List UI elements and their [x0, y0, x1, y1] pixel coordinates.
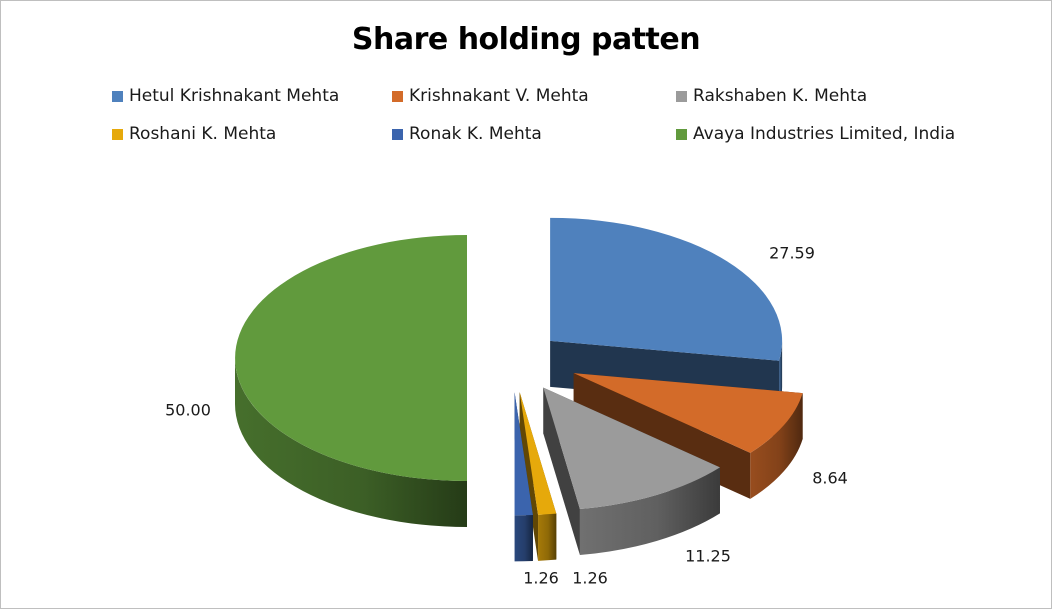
pie-slice	[235, 235, 467, 527]
slice-cut-face	[519, 392, 539, 561]
legend-swatch	[392, 90, 403, 102]
data-label: 8.64	[812, 469, 848, 488]
slice-top	[514, 392, 533, 516]
slice-top	[543, 387, 720, 510]
pie-slice	[519, 392, 557, 561]
legend-item: Hetul Krishnakant Mehta	[112, 86, 339, 106]
slice-side-wall	[579, 467, 720, 556]
legend-label: Roshani K. Mehta	[129, 124, 277, 144]
legend-item: Krishnakant V. Mehta	[392, 86, 589, 106]
chart-title: Share holding patten	[351, 22, 701, 57]
slice-cut-face	[543, 387, 580, 556]
data-label: 50.00	[165, 401, 211, 420]
slice-side-wall	[514, 515, 533, 562]
legend-swatch	[112, 128, 123, 140]
slice-side-wall	[538, 513, 557, 561]
legend-label: Ronak K. Mehta	[409, 124, 542, 144]
slice-top	[235, 235, 467, 481]
slice-top	[573, 373, 803, 453]
slice-side-wall	[779, 340, 783, 407]
pie-slice	[543, 387, 720, 556]
pie-slice	[514, 392, 533, 562]
slice-top	[550, 217, 783, 361]
legend-item: Ronak K. Mehta	[392, 124, 542, 144]
legend-label: Krishnakant V. Mehta	[409, 86, 589, 106]
slice-side-wall	[235, 358, 467, 527]
legend-swatch	[676, 90, 687, 102]
slice-top	[519, 392, 557, 515]
legend-label: Rakshaben K. Mehta	[693, 86, 868, 106]
data-label: 11.25	[685, 547, 731, 566]
legend-item: Roshani K. Mehta	[112, 124, 276, 144]
legend-swatch	[112, 90, 123, 102]
legend-swatch	[392, 128, 403, 140]
legend-label: Avaya Industries Limited, India	[693, 124, 956, 144]
data-label: 27.59	[769, 244, 815, 263]
slice-side-wall	[750, 393, 803, 499]
legend-item: Avaya Industries Limited, India	[676, 124, 955, 144]
data-label: 1.26	[572, 569, 608, 588]
legend-label: Hetul Krishnakant Mehta	[129, 86, 340, 106]
legend-swatch	[676, 128, 687, 140]
data-label: 1.26	[523, 569, 559, 588]
legend-item: Rakshaben K. Mehta	[676, 86, 867, 106]
